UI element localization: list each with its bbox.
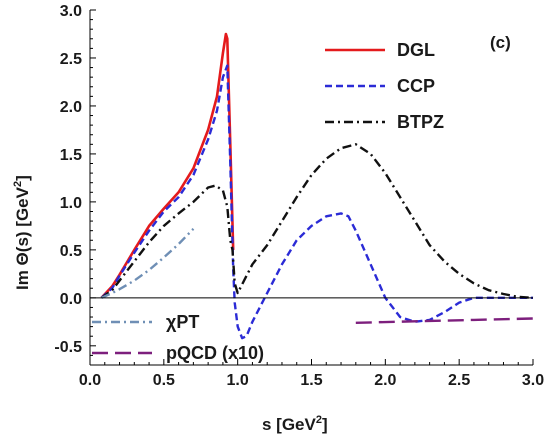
y-tick-label: 1.5 xyxy=(60,147,82,164)
y-tick-label: 1.0 xyxy=(60,195,82,212)
y-axis-title-end: ] xyxy=(13,175,32,181)
y-tick-label: 2.5 xyxy=(60,51,82,68)
series-line-ccp xyxy=(100,64,533,340)
x-tick-label: 0.5 xyxy=(153,372,175,389)
y-tick-label: 2.0 xyxy=(60,99,82,116)
y-axis-title-main: Im Θ(s) [GeV xyxy=(13,186,32,290)
x-tick-label: 1.5 xyxy=(300,372,322,389)
panel-label: (c) xyxy=(490,33,511,52)
series-line-btpz xyxy=(100,143,534,299)
x-tick-label: 1.0 xyxy=(227,372,249,389)
y-tick-label: 0.5 xyxy=(60,243,82,260)
x-axis-title-sup: 2 xyxy=(316,414,322,426)
legend-label: pQCD (x10) xyxy=(166,343,264,363)
legend-label: χPT xyxy=(166,312,199,332)
y-tick-label: 3.0 xyxy=(60,3,82,20)
x-axis-title: s [GeV2] xyxy=(262,414,328,434)
y-tick-label: 0.0 xyxy=(60,291,82,308)
series-line-pqcd-x10 xyxy=(355,317,534,324)
series-line-dgl xyxy=(100,32,235,299)
x-axis-title-main: s [GeV xyxy=(262,415,317,434)
x-tick-label: 2.5 xyxy=(448,372,470,389)
legend-label: DGL xyxy=(397,40,435,60)
y-tick-label: -0.5 xyxy=(54,339,82,356)
x-tick-label: 2.0 xyxy=(374,372,396,389)
y-axis-title-sup: 2 xyxy=(12,181,24,187)
legend-label: CCP xyxy=(397,76,435,96)
x-tick-label: 3.0 xyxy=(522,372,544,389)
legend-label: BTPZ xyxy=(397,112,444,132)
x-axis-title-end: ] xyxy=(322,415,328,434)
series-line-pt xyxy=(101,227,195,299)
x-tick-label: 0.0 xyxy=(79,372,101,389)
y-axis-title: Im Θ(s) [GeV2] xyxy=(12,175,32,290)
